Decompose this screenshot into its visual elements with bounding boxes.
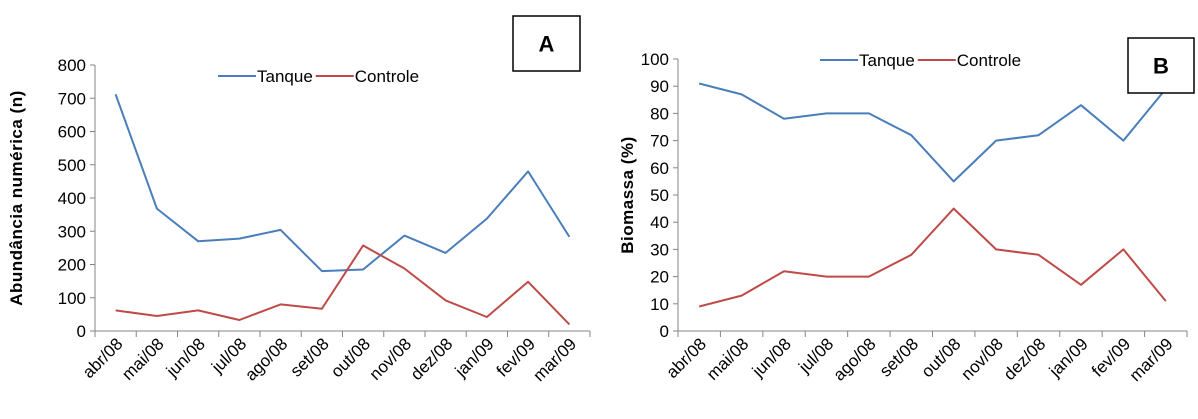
legend-label-controle: Controle (355, 67, 419, 86)
legend-label-tanque: Tanque (257, 67, 313, 86)
y-tick-label: 100 (641, 50, 669, 69)
y-tick-label: 600 (58, 123, 86, 142)
y-tick-label: 30 (650, 240, 669, 259)
y-tick-label: 40 (650, 213, 669, 232)
y-tick-label: 800 (58, 56, 86, 75)
panel-label-box (1127, 37, 1195, 94)
y-tick-label: 70 (650, 132, 669, 151)
y-tick-label: 60 (650, 159, 669, 178)
chart-panel-a: 0 100 200 300 400 500 600 700 800 abr/08mai/08jun… (7, 15, 591, 385)
y-tick-label: 700 (58, 89, 86, 108)
y-tick-label: 80 (650, 104, 669, 123)
chart-panel-b: 0 10 20 30 40 50 60 70 80 90 100 abr/08mai/08jun/08… (618, 37, 1195, 385)
x-tick-label: abr/08 (79, 334, 127, 382)
x-tick-label: set/08 (876, 334, 922, 380)
x-tick-label: ago/08 (241, 334, 291, 384)
y-tick-label: 0 (660, 322, 669, 341)
y-tick-label: 500 (58, 156, 86, 175)
y-tick-label: 90 (650, 77, 669, 96)
x-tick-label: mar/09 (529, 334, 580, 385)
series-line-tanque (114, 93, 571, 273)
y-tick-label: 200 (58, 256, 86, 275)
y-tick-label: 10 (650, 295, 669, 314)
x-tick-label: out/08 (918, 334, 965, 381)
x-tick-label: jun/08 (748, 334, 795, 381)
panel-label-box (512, 15, 581, 72)
x-tick-label: jan/09 (1045, 334, 1092, 381)
y-axis-title: Biomassa (%) (618, 136, 637, 253)
panel-label: A (539, 32, 555, 57)
x-tick-label: nov/08 (366, 334, 416, 384)
y-tick-label: 50 (650, 186, 669, 205)
x-tick-label: set/08 (287, 334, 333, 380)
x-tick-label: dez/08 (1000, 334, 1050, 384)
series-line-controle (698, 207, 1167, 308)
y-tick-label: 20 (650, 268, 669, 287)
series-line-tanque (698, 82, 1167, 183)
x-tick-label: mai/08 (703, 334, 753, 384)
y-axis-title: Abundância numérica (n) (7, 90, 26, 306)
y-tick-label: 100 (58, 289, 86, 308)
series-line-controle (115, 244, 571, 326)
x-tick-label: jan/09 (451, 334, 498, 381)
x-tick-label: abr/08 (663, 334, 711, 382)
x-tick-label: mai/08 (118, 334, 168, 384)
x-tick-label: nov/08 (957, 334, 1007, 384)
x-tick-label: mar/09 (1126, 334, 1177, 385)
panel-label: B (1153, 54, 1169, 79)
x-tick-label: out/08 (327, 334, 374, 381)
x-tick-label: ago/08 (829, 334, 879, 384)
x-tick-label: dez/08 (407, 334, 457, 384)
y-tick-label: 400 (58, 189, 86, 208)
legend-label-tanque: Tanque (859, 51, 915, 70)
y-tick-label: 0 (77, 322, 86, 341)
x-tick-label: jun/08 (162, 334, 209, 381)
y-tick-label: 300 (58, 222, 86, 241)
legend-label-controle: Controle (957, 51, 1021, 70)
